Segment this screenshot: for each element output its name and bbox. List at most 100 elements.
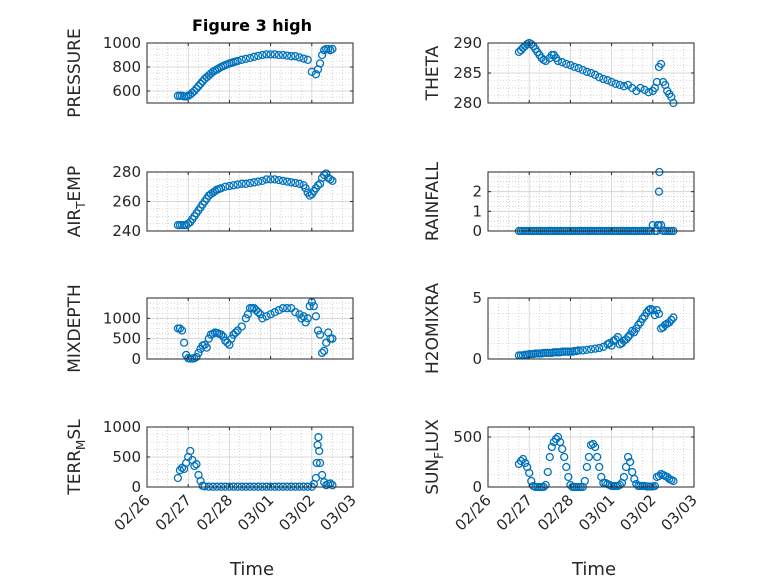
y-tick-label: 500 (112, 448, 141, 466)
y-axis-label-part: SL (65, 419, 85, 440)
data-point (254, 177, 263, 186)
data-point (328, 44, 337, 54)
y-tick-label: 0 (131, 350, 141, 368)
data-point (278, 50, 288, 60)
data-point (580, 476, 589, 486)
data-point (558, 58, 567, 67)
data-point (270, 175, 279, 184)
y-tick-label: 0 (131, 478, 141, 496)
axes-box (146, 42, 354, 104)
data-point (590, 442, 600, 452)
x-tick-label: 03/01 (575, 491, 618, 534)
data-point (287, 178, 296, 187)
data-point (254, 51, 263, 60)
data-point (656, 59, 666, 69)
data-point (282, 177, 292, 186)
data-point (315, 446, 324, 456)
data-point (266, 175, 275, 184)
axes-box (487, 297, 695, 360)
data-point (611, 79, 620, 88)
y-tick-label: 0 (472, 350, 482, 368)
data-point (237, 179, 246, 188)
x-tick-label: 02/26 (452, 491, 495, 534)
x-tick-label: 02/28 (193, 491, 236, 534)
data-point (291, 178, 300, 188)
y-axis-label: MIXDEPTH (65, 284, 85, 373)
data-point (566, 61, 575, 70)
data-point (669, 313, 678, 322)
data-point (586, 68, 596, 78)
data-point (315, 458, 325, 468)
y-axis-label: AIRTEMP (65, 166, 88, 237)
data-point (312, 458, 321, 468)
subplot-h2omixra: 0 5 H2OMIXRA (423, 283, 695, 374)
x-axis-label-left: Time (229, 559, 274, 580)
data-point (274, 175, 283, 185)
axes-box (146, 297, 354, 360)
data-point (317, 470, 327, 480)
data-point (516, 456, 526, 466)
x-tick-label: 02/26 (111, 491, 154, 534)
y-tick-label: 1000 (103, 34, 141, 52)
data-point (225, 181, 234, 191)
data-point (186, 446, 195, 456)
data-point (311, 70, 321, 79)
x-tick-label: 03/02 (275, 491, 318, 534)
x-tick-label: 03/01 (234, 491, 277, 534)
data-point (198, 77, 207, 86)
subplot-theta: 280 285 290 THETA (423, 34, 695, 112)
data-point (644, 88, 653, 97)
data-point (192, 352, 201, 362)
data-point (525, 468, 534, 478)
data-point (233, 180, 242, 189)
data-point (249, 178, 259, 187)
data-point (514, 47, 524, 57)
x-tick-label: 02/28 (534, 491, 577, 534)
data-point (630, 474, 639, 484)
subplot-pressure: 600 800 1000 PRESSURE (65, 28, 354, 118)
data-point (274, 306, 283, 315)
data-point (593, 452, 602, 462)
series-air-temp (173, 169, 337, 230)
data-point (582, 462, 592, 472)
data-point (266, 50, 275, 59)
y-axis-label-part: AIR (65, 209, 85, 238)
data-point (317, 50, 327, 60)
data-point (229, 181, 238, 190)
data-point (578, 65, 587, 75)
data-point (541, 480, 550, 490)
data-point (667, 315, 676, 325)
data-point (237, 55, 246, 64)
data-point (669, 476, 678, 486)
data-point (520, 458, 530, 468)
y-axis-label: PRESSURE (65, 28, 85, 117)
data-point (231, 328, 240, 337)
data-point (654, 220, 663, 230)
data-point (305, 301, 314, 311)
data-point (184, 219, 193, 228)
data-point (262, 50, 271, 59)
data-point (553, 432, 563, 442)
y-axis-label: RAINFALL (423, 161, 443, 241)
data-point (190, 86, 199, 96)
data-point (258, 176, 267, 186)
data-point (295, 310, 304, 319)
data-point (553, 56, 563, 66)
data-point (621, 462, 631, 472)
data-point (590, 344, 600, 353)
data-point (219, 332, 228, 341)
data-point (282, 51, 292, 60)
data-point (266, 310, 275, 319)
data-point (638, 314, 647, 323)
data-point (613, 332, 622, 342)
data-point (262, 175, 271, 184)
data-point (615, 80, 624, 90)
data-point (619, 472, 629, 482)
data-point (192, 460, 201, 469)
data-point (621, 335, 631, 344)
x-tick-label: 03/02 (616, 491, 659, 534)
data-point (241, 54, 251, 63)
data-point (516, 46, 526, 55)
data-point (237, 322, 246, 331)
